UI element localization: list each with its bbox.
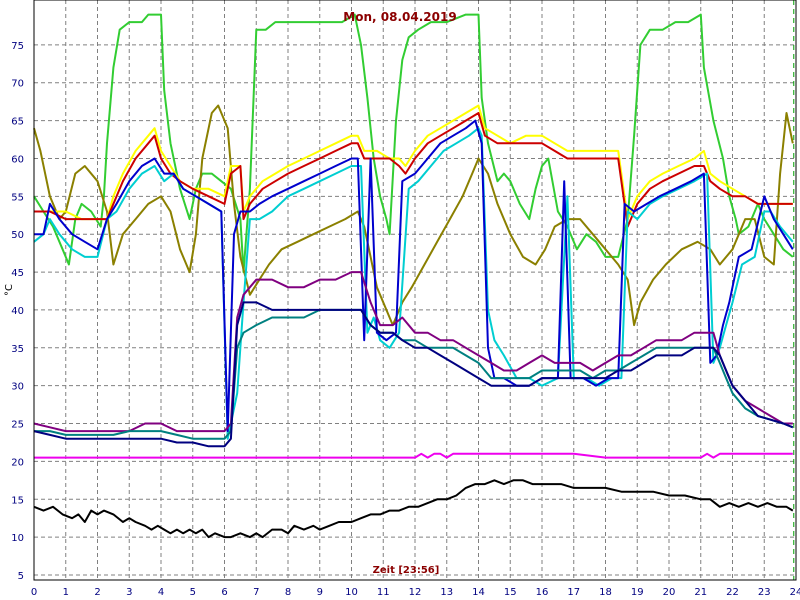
x-tick-label: 2	[94, 587, 100, 598]
y-tick-label: 5	[18, 571, 24, 582]
y-axis-label: °C	[4, 284, 15, 296]
y-tick-label: 20	[11, 457, 24, 468]
y-tick-label: 65	[11, 117, 24, 128]
x-tick-labels: 0 1 2 3 4 5 6 7 8 9 10 11 12 13 14 15 16 17 18 19 20 21 22 23 24	[31, 587, 800, 598]
y-tick-label: 15	[11, 495, 24, 506]
y-tick-label: 60	[11, 154, 24, 165]
y-tick-label: 30	[11, 382, 24, 393]
y-tick-label: 10	[11, 533, 24, 544]
y-tick-label: 50	[11, 230, 24, 241]
series-line	[34, 119, 794, 433]
y-tick-label: 70	[11, 79, 24, 90]
x-tick-label: 7	[253, 587, 259, 598]
x-tick-label: 11	[377, 587, 390, 598]
x-tick-label: 19	[631, 587, 644, 598]
series-line	[33, 479, 794, 539]
series-line	[33, 301, 794, 448]
x-tick-label: 24	[790, 587, 800, 598]
x-tick-label: 17	[567, 587, 580, 598]
x-tick-label: 22	[726, 587, 739, 598]
x-tick-label: 9	[317, 587, 323, 598]
x-tick-label: 0	[31, 587, 37, 598]
x-tick-label: 14	[472, 587, 485, 598]
x-tick-label: 21	[694, 587, 707, 598]
y-tick-label: 55	[11, 192, 24, 203]
x-tick-label: 10	[345, 587, 358, 598]
y-tick-label: 25	[11, 420, 24, 431]
plot-border	[33, 0, 797, 581]
x-tick-label: 3	[126, 587, 132, 598]
x-tick-label: 6	[221, 587, 227, 598]
series-line	[33, 271, 793, 433]
y-tick-label: 75	[11, 41, 24, 52]
series-line	[34, 104, 793, 221]
series-line	[34, 452, 793, 459]
x-tick-label: 8	[285, 587, 291, 598]
y-tick-labels: 5 10 15 20 25 30 35 40 45 50 55 60 65 70 75	[11, 41, 24, 582]
y-tick-label: 40	[11, 306, 24, 317]
series-line	[33, 13, 794, 274]
chart-title: Mon, 08.04.2019	[343, 10, 456, 24]
x-tick-label: 1	[63, 587, 69, 598]
series-lines	[33, 13, 794, 539]
x-tick-label: 20	[663, 587, 676, 598]
x-tick-label: 4	[158, 587, 164, 598]
x-tick-label: 5	[190, 587, 196, 598]
y-tick-label: 35	[11, 344, 24, 355]
y-tick-label: 45	[11, 268, 24, 279]
x-tick-label: 18	[599, 587, 612, 598]
x-tick-label: 16	[536, 587, 549, 598]
x-tick-label: 23	[758, 587, 771, 598]
x-tick-label: 15	[504, 587, 517, 598]
series-line	[33, 127, 794, 440]
x-tick-label: 13	[440, 587, 453, 598]
x-axis-label: Zeit [23:56]	[373, 565, 440, 576]
series-line	[34, 112, 793, 228]
x-tick-label: 12	[409, 587, 422, 598]
